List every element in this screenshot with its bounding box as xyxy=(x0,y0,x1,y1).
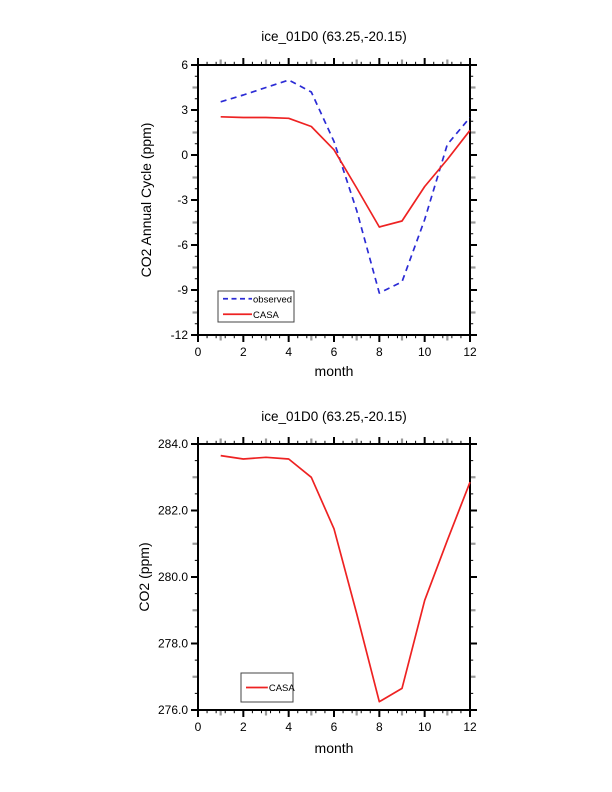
bottom-chart-title: ice_01D0 (63.25,-20.15) xyxy=(261,409,407,424)
y-tick-label: 6 xyxy=(181,58,188,72)
y-tick-label: 278.0 xyxy=(158,637,188,651)
series-line-casa xyxy=(220,454,471,703)
y-tick-label: 284.0 xyxy=(158,437,188,451)
y-tick-label: -12 xyxy=(171,328,189,342)
x-tick-label: 10 xyxy=(418,345,432,359)
y-tick-label: -3 xyxy=(177,193,188,207)
bottom-chart-legend: CASA xyxy=(240,672,296,703)
bottom-chart: 0 2 4 6 8 10 12 284.0 282.0 280.0 278.0 276.0 CASA xyxy=(158,437,477,734)
x-tick-label: 2 xyxy=(240,720,247,734)
bottom-chart-y-axis-label: CO2 (ppm) xyxy=(136,542,152,611)
x-tick-label: 4 xyxy=(285,345,292,359)
top-chart-y-axis-label: CO2 Annual Cycle (ppm) xyxy=(138,123,154,278)
bottom-chart-x-axis-label: month xyxy=(315,740,354,756)
top-chart-legend: observed CASA xyxy=(217,290,295,323)
x-tick-label: 4 xyxy=(285,720,292,734)
y-tick-label: 282.0 xyxy=(158,504,188,518)
x-tick-label: 6 xyxy=(331,720,338,734)
legend-label-observed: observed xyxy=(253,294,292,305)
x-tick-label: 0 xyxy=(195,720,202,734)
series-line-casa xyxy=(220,115,471,228)
y-tick-label: 280.0 xyxy=(158,570,188,584)
y-tick-label: -9 xyxy=(177,283,188,297)
bottom-chart-frame xyxy=(197,443,471,711)
x-tick-label: 8 xyxy=(376,720,383,734)
legend-label-casa: CASA xyxy=(253,310,280,321)
x-tick-label: 6 xyxy=(331,345,338,359)
y-tick-label: -6 xyxy=(177,238,188,252)
top-chart: 0 2 4 6 8 10 12 6 3 0 -3 -6 -9 -12 observed CASA xyxy=(171,58,477,359)
bottom-chart-ticks xyxy=(191,437,477,717)
top-chart-title: ice_01D0 (63.25,-20.15) xyxy=(261,29,407,44)
legend-label-casa: CASA xyxy=(269,683,296,694)
x-tick-label: 12 xyxy=(463,345,477,359)
x-tick-label: 12 xyxy=(463,720,477,734)
y-tick-label: 3 xyxy=(181,103,188,117)
x-tick-label: 2 xyxy=(240,345,247,359)
x-tick-label: 0 xyxy=(195,345,202,359)
series-line-observed xyxy=(220,79,471,294)
x-tick-label: 10 xyxy=(418,720,432,734)
y-tick-label: 0 xyxy=(181,148,188,162)
top-chart-x-axis-label: month xyxy=(315,363,354,379)
y-tick-label: 276.0 xyxy=(158,703,188,717)
x-tick-label: 8 xyxy=(376,345,383,359)
legend-box xyxy=(217,290,295,323)
top-chart-frame xyxy=(197,64,471,336)
